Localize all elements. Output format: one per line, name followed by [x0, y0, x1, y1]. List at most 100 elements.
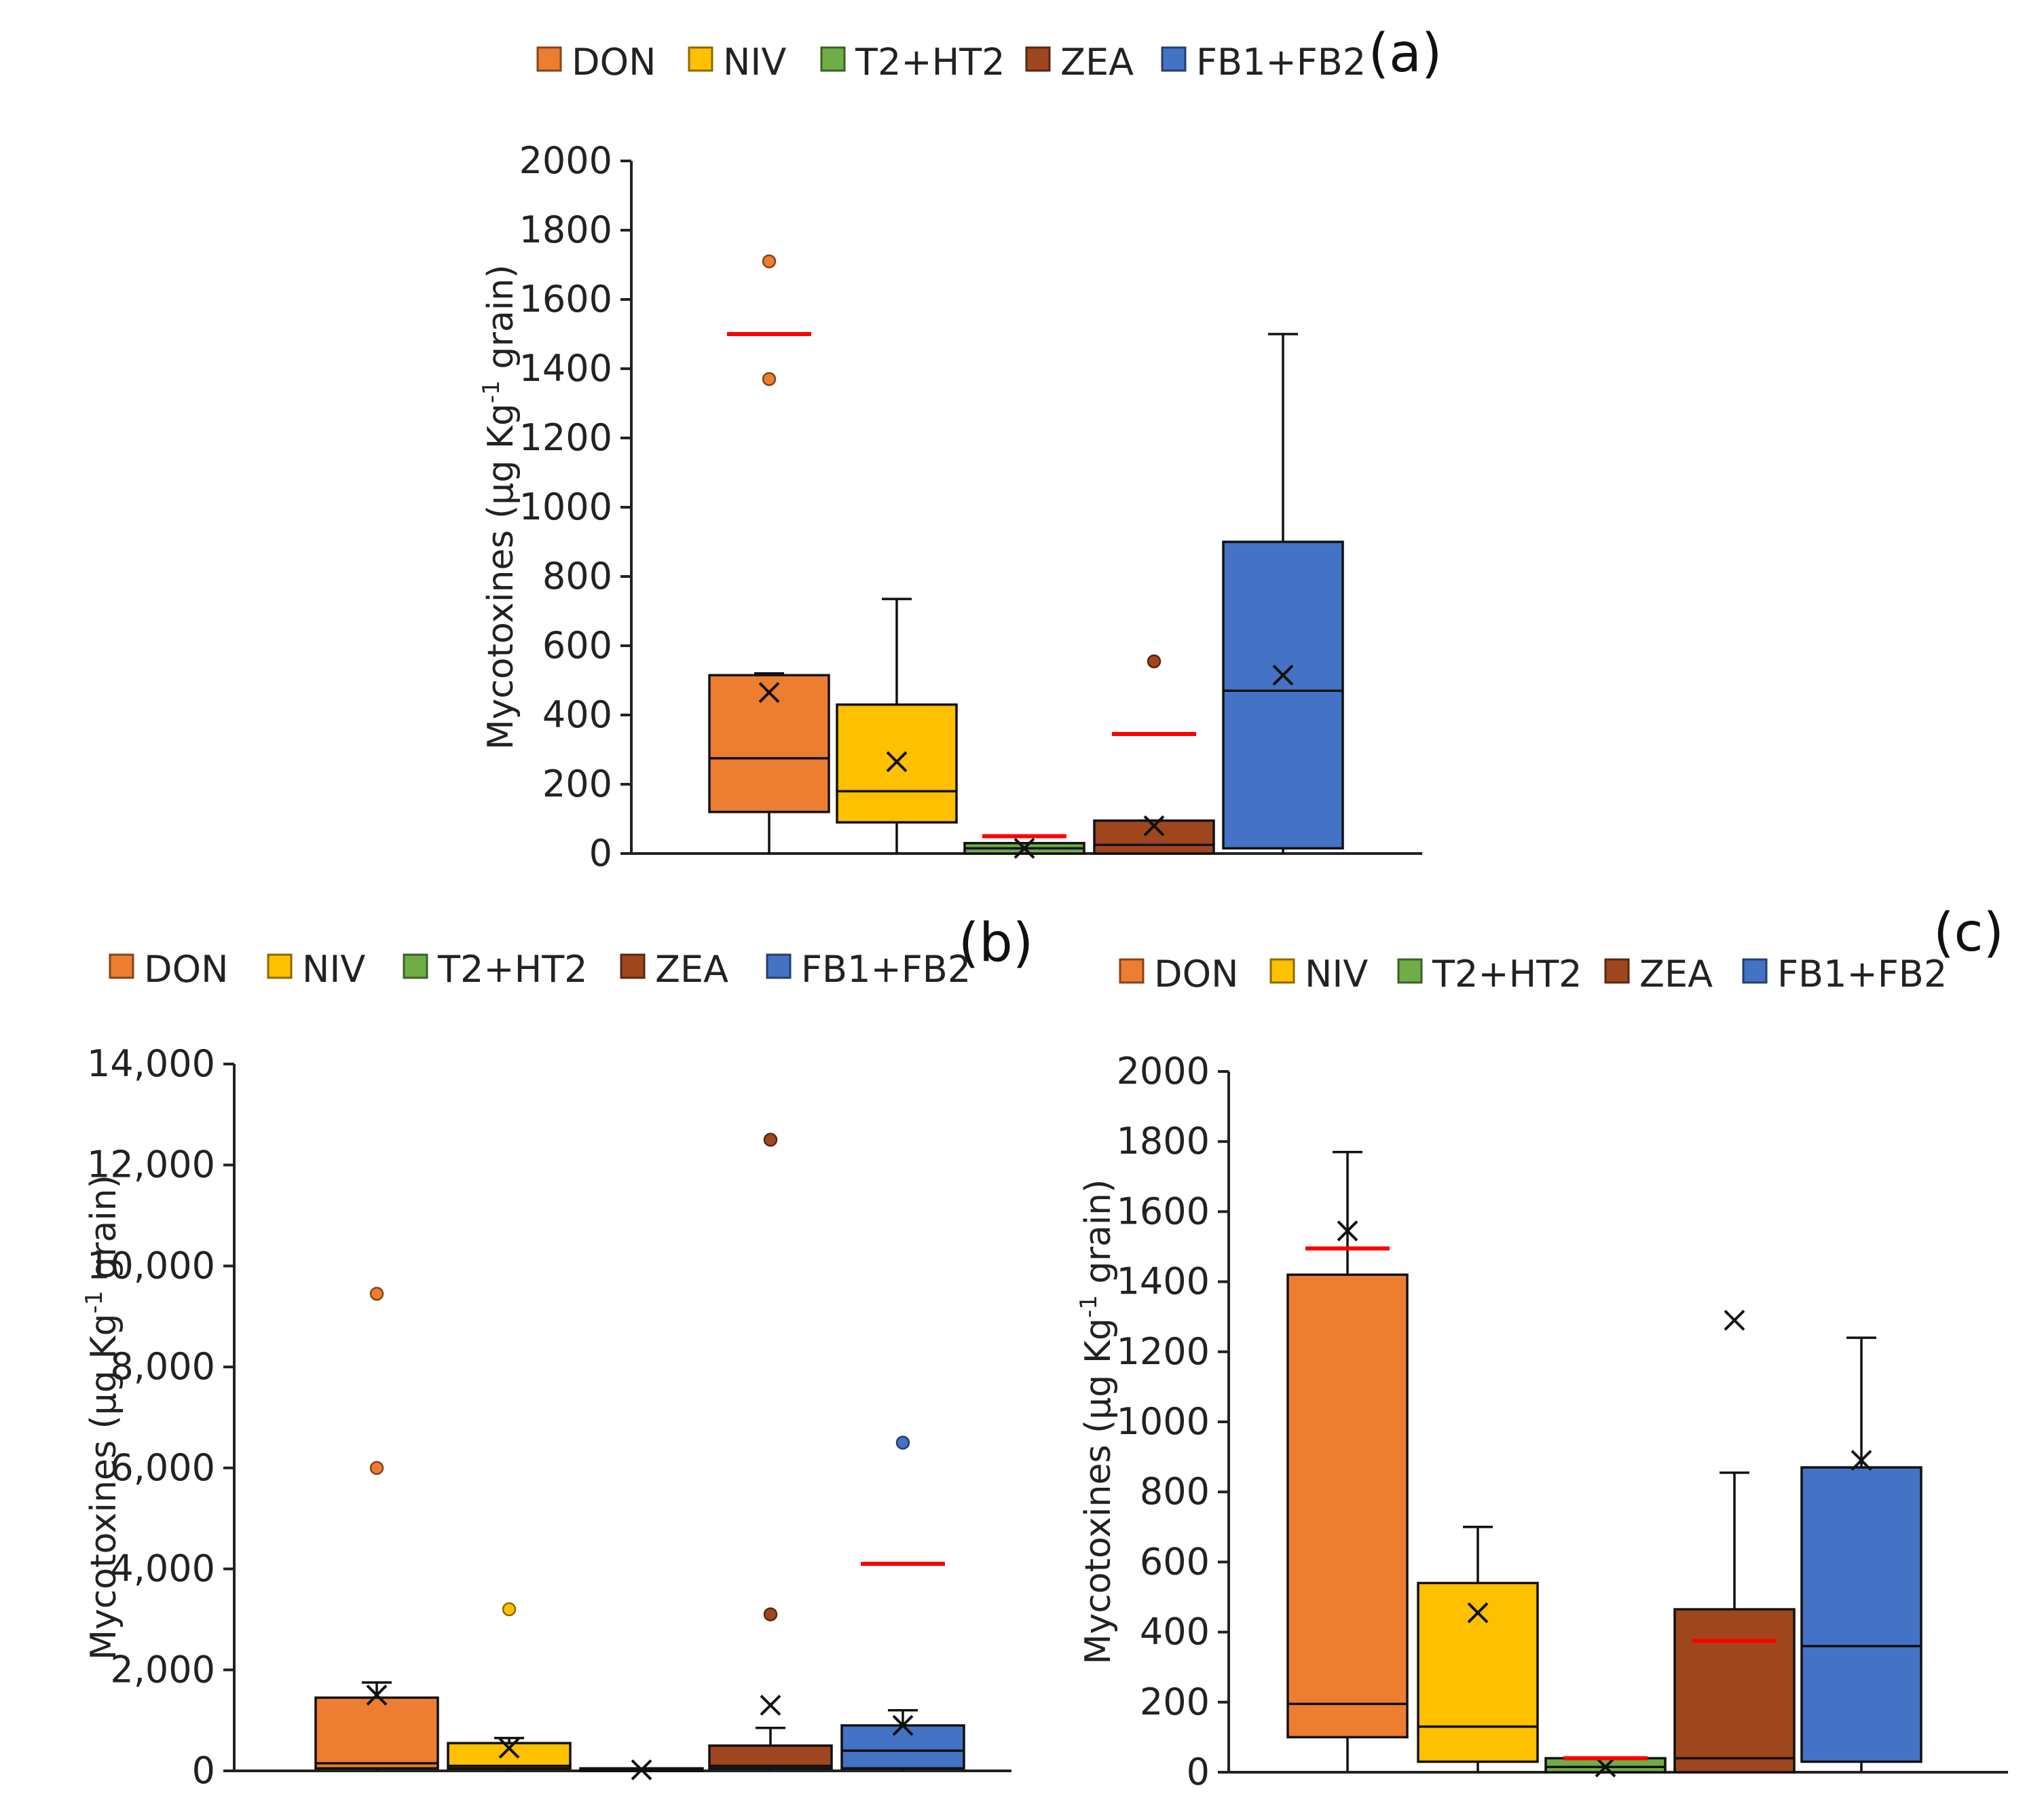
mean-marker-niv — [886, 751, 908, 773]
outlier-zea — [763, 1607, 778, 1621]
y-axis-title: Mycotoxines (µg Kg-1 grain) — [1075, 1179, 1119, 1665]
legend-label-niv: NIV — [302, 948, 365, 991]
legend-swatch-don — [536, 46, 562, 72]
y-tick-label: 2000 — [1117, 1050, 1210, 1093]
legend-label-fb1-fb2: FB1+FB2 — [801, 948, 971, 991]
box-don — [1286, 1273, 1409, 1739]
y-tick-label: 600 — [1140, 1540, 1210, 1583]
legend-swatch-zea — [1604, 958, 1630, 984]
y-tick-label: 1200 — [1117, 1330, 1210, 1373]
legend-swatch-don — [109, 953, 134, 979]
outlier-don — [762, 372, 777, 386]
legend-label-don: DON — [572, 41, 656, 84]
legend-swatch-zea — [1025, 46, 1051, 72]
y-tick-label: 1000 — [519, 485, 612, 528]
y-tick-label: 2,000 — [110, 1648, 215, 1691]
y-tick-label: 4,000 — [110, 1547, 215, 1590]
legend-swatch-t2-ht2 — [403, 953, 428, 979]
legend-swatch-t2-ht2 — [1397, 958, 1423, 984]
y-tick-label: 0 — [589, 832, 612, 875]
legend-swatch-niv — [1269, 958, 1295, 984]
legend-swatch-fb1-fb2 — [766, 953, 792, 979]
mean-marker-don — [1337, 1220, 1358, 1242]
mean-marker-zea — [1724, 1309, 1745, 1331]
legend-label-t2-ht2: T2+HT2 — [855, 41, 1005, 84]
legend-swatch-niv — [688, 46, 713, 72]
legend-label-don: DON — [144, 948, 228, 991]
legend-label-zea: ZEA — [1639, 953, 1713, 995]
box-don — [708, 674, 830, 813]
legend-label-zea: ZEA — [1060, 41, 1134, 84]
legend-label-niv: NIV — [1305, 953, 1368, 995]
y-tick-label: 800 — [542, 555, 612, 598]
mean-marker-don — [758, 682, 780, 703]
legend-label-t2-ht2: T2+HT2 — [1432, 953, 1582, 995]
outlier-zea — [763, 1133, 778, 1147]
mean-marker-t2-ht2 — [1595, 1756, 1616, 1778]
y-tick-label: 400 — [1140, 1611, 1210, 1653]
legend-label-fb1-fb2: FB1+FB2 — [1777, 953, 1947, 995]
legend-label-t2-ht2: T2+HT2 — [437, 948, 588, 991]
outlier-don — [369, 1287, 384, 1301]
y-tick-label: 200 — [542, 763, 612, 805]
y-tick-label: 0 — [192, 1749, 215, 1792]
y-tick-label: 1000 — [1117, 1400, 1210, 1443]
panel-c: 0 200 400 600 800 1000 1200 1400 1600 1800 2000 Myc… — [1075, 902, 2008, 1793]
y-tick-label: 12,000 — [87, 1143, 215, 1186]
panel-label: (c) — [1933, 902, 2004, 964]
box-zea — [708, 1744, 833, 1770]
y-tick-label: 1800 — [519, 208, 612, 251]
y-tick-label: 14,000 — [87, 1042, 215, 1085]
mean-marker-fb1-fb2 — [1272, 664, 1294, 686]
y-tick-label: 10,000 — [87, 1244, 215, 1287]
legend-label-fb1-fb2: FB1+FB2 — [1196, 41, 1366, 84]
legend-label-don: DON — [1154, 953, 1238, 995]
y-tick-label: 1400 — [519, 347, 612, 390]
box-zea — [1673, 1608, 1796, 1774]
mean-marker-fb1-fb2 — [1851, 1450, 1872, 1471]
mean-marker-t2-ht2 — [631, 1759, 652, 1780]
y-tick-label: 600 — [542, 624, 612, 667]
outlier-don — [369, 1461, 384, 1475]
legend-swatch-fb1-fb2 — [1161, 46, 1187, 72]
box-don — [314, 1696, 439, 1770]
mean-marker-zea — [1143, 815, 1165, 837]
box-fb1-fb2 — [1222, 540, 1344, 850]
legend-swatch-fb1-fb2 — [1742, 958, 1768, 984]
mean-marker-t2-ht2 — [1014, 837, 1035, 859]
legend-label-niv: NIV — [723, 41, 786, 84]
y-tick-label: 2000 — [519, 139, 612, 182]
panel-a: 0 200 400 600 800 1000 1200 1400 1600 1800 2000 Myc… — [478, 23, 1442, 875]
y-tick-label: 1600 — [519, 278, 612, 320]
y-tick-label: 1600 — [1117, 1190, 1210, 1232]
outlier-niv — [502, 1602, 517, 1617]
legend-swatch-t2-ht2 — [820, 46, 846, 72]
outlier-zea — [1147, 654, 1162, 669]
box-fb1-fb2 — [840, 1724, 965, 1770]
panel-b: 0 2,000 4,000 6,000 8,000 10,000 12,000 14,000 M… — [81, 913, 1033, 1792]
legend-swatch-don — [1119, 958, 1145, 984]
y-axis-title: Mycotoxines (µg Kg-1 grain) — [478, 265, 521, 750]
panel-label: (a) — [1369, 23, 1443, 84]
mean-marker-don — [366, 1685, 388, 1706]
panel-label: (b) — [959, 913, 1033, 974]
y-tick-label: 0 — [1187, 1750, 1210, 1793]
y-tick-label: 6,000 — [110, 1446, 215, 1489]
outlier-don — [762, 254, 777, 269]
y-axis-title: Mycotoxines (µg Kg-1 grain) — [81, 1175, 124, 1660]
legend-swatch-niv — [267, 953, 293, 979]
y-tick-label: 1200 — [519, 416, 612, 459]
y-tick-label: 400 — [542, 693, 612, 736]
mean-marker-niv — [1467, 1602, 1489, 1624]
y-tick-label: 200 — [1140, 1681, 1210, 1723]
y-tick-label: 800 — [1140, 1470, 1210, 1513]
mean-marker-fb1-fb2 — [892, 1715, 914, 1736]
y-tick-label: 8,000 — [110, 1345, 215, 1388]
legend-label-zea: ZEA — [655, 948, 728, 991]
y-tick-label: 1400 — [1117, 1260, 1210, 1303]
outlier-fb1-fb2 — [895, 1435, 910, 1450]
box-fb1-fb2 — [1800, 1466, 1922, 1763]
mean-marker-niv — [498, 1738, 520, 1759]
mean-marker-zea — [760, 1694, 781, 1716]
